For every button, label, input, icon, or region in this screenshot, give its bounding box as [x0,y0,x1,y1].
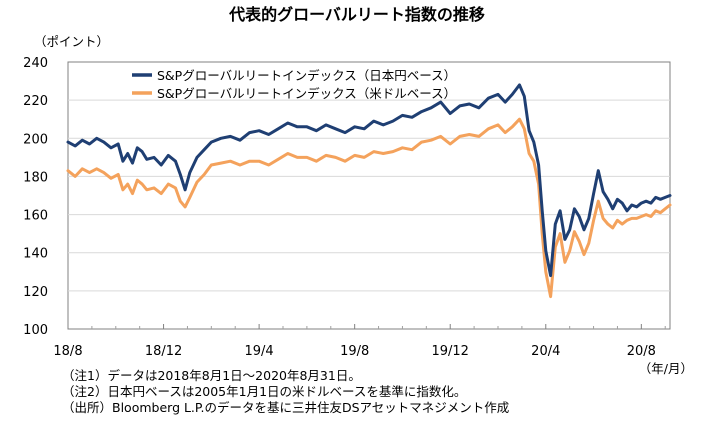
x-tick-label: 19/12 [431,344,468,359]
note-source: （出所）Bloomberg L.P.のデータを基に三井住友DSアセットマネジメン… [62,400,510,415]
y-tick-label: 120 [23,285,48,300]
x-tick-label: 20/8 [627,344,656,359]
legend: S&Pグローバルリートインデックス（日本円ベース） S&Pグローバルリートインデ… [132,68,456,101]
y-axis-label: （ポイント） [34,34,109,49]
plot-area [67,61,671,330]
legend-label-jpy: S&Pグローバルリートインデックス（日本円ベース） [157,68,456,83]
legend-label-usd: S&Pグローバルリートインデックス（米ドルベース） [157,86,456,101]
y-gridlines [68,99,670,292]
y-tick-label: 220 [23,94,48,109]
note-2: （注2）日本円ベースは2005年1月1日の米ドルベースを基準に指数化。 [62,384,467,399]
y-tick-label: 240 [23,56,48,71]
y-tick-label: 200 [23,132,48,147]
y-tick-label: 140 [23,247,48,262]
y-tick-label: 160 [23,209,48,224]
x-tick-label: 20/4 [531,344,560,359]
chart-title: 代表的グローバルリート指数の推移 [228,5,485,24]
x-tick-label: 18/12 [145,344,182,359]
note-1: （注1）データは2018年8月1日～2020年8月31日。 [62,368,361,383]
y-tick-label: 100 [23,323,48,338]
series-line-usd [66,117,672,299]
x-tick-label: 18/8 [53,344,82,359]
x-tick-labels: 18/8 18/12 19/4 19/8 19/12 20/4 20/8 [53,344,656,359]
x-tick-label: 19/4 [245,344,274,359]
y-tick-label: 180 [23,170,48,185]
series-lines [66,83,672,299]
x-tick-label: 19/8 [340,344,369,359]
series-line-jpy [66,83,672,278]
y-tick-labels: 100 120 140 160 180 200 220 240 [23,56,48,338]
x-axis-unit-label: （年/月） [639,361,693,376]
x-tick-marks [67,324,666,329]
